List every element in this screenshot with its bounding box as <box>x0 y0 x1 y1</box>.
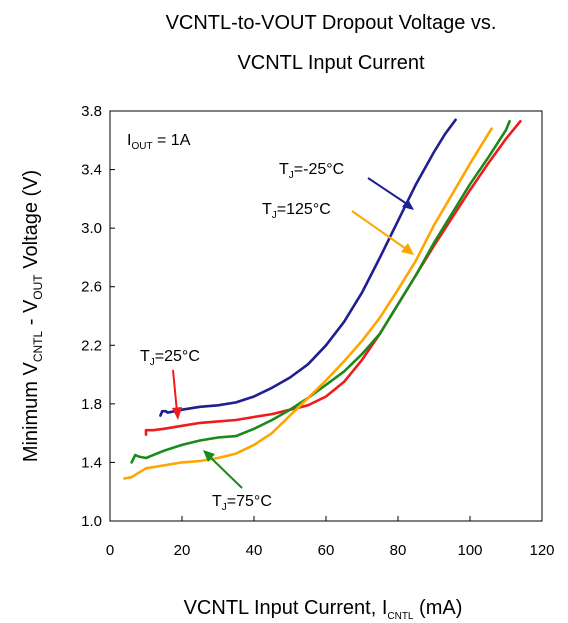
y-tick-label: 2.6 <box>81 279 102 296</box>
label-tj-75: TJ=75°C <box>203 450 272 513</box>
x-ticks: 0 20 40 60 80 100 120 <box>106 516 555 559</box>
x-tick-label: 100 <box>457 542 482 559</box>
arrowhead-tj-minus25 <box>402 199 414 210</box>
x-tick-label: 0 <box>106 542 114 559</box>
x-tick-label: 40 <box>246 542 263 559</box>
arrowhead-tj-75 <box>203 450 215 462</box>
y-tick-label: 2.2 <box>81 337 102 354</box>
svg-text:TJ=125°C: TJ=125°C <box>262 201 331 221</box>
y-tick-label: 3.8 <box>81 103 102 120</box>
y-tick-label: 3.0 <box>81 220 102 237</box>
series-line-1 <box>144 119 522 436</box>
svg-text:TJ=75°C: TJ=75°C <box>212 493 272 513</box>
x-tick-label: 120 <box>529 542 554 559</box>
y-tick-label: 1.8 <box>81 396 102 413</box>
y-tick-label: 3.4 <box>81 162 102 179</box>
condition-label: IOUT = 1A <box>127 132 191 152</box>
leader-tj-75 <box>208 455 243 489</box>
x-tick-label: 20 <box>174 542 191 559</box>
arrowhead-tj-25 <box>172 407 182 420</box>
leader-tj-25 <box>172 369 178 413</box>
x-tick-label: 80 <box>390 542 407 559</box>
label-tj-125: TJ=125°C <box>262 201 414 255</box>
chart-title-line-1: VCNTL-to-VOUT Dropout Voltage vs. <box>166 12 497 34</box>
label-tj-minus25: TJ=-25°C <box>279 161 414 210</box>
arrowhead-tj-125 <box>401 243 414 255</box>
leader-tj-minus25 <box>367 177 411 207</box>
y-tick-label: 1.4 <box>81 454 102 471</box>
series-line-2 <box>130 119 511 464</box>
label-tj-25: TJ=25°C <box>140 348 200 420</box>
series-line-3 <box>123 127 493 480</box>
chart-title-line-2: VCNTL Input Current <box>237 52 425 74</box>
y-ticks: 1.0 1.4 1.8 2.2 2.6 3.0 3.4 3.8 <box>81 103 115 530</box>
svg-text:TJ=-25°C: TJ=-25°C <box>279 161 344 181</box>
leader-tj-125 <box>351 210 410 252</box>
y-axis-title: Minimum VCNTL - VOUT Voltage (V) <box>20 170 45 462</box>
x-tick-label: 60 <box>318 542 335 559</box>
svg-text:TJ=25°C: TJ=25°C <box>140 348 200 368</box>
x-axis-title: VCNTL Input Current, ICNTL (mA) <box>184 597 463 622</box>
y-tick-label: 1.0 <box>81 513 102 530</box>
